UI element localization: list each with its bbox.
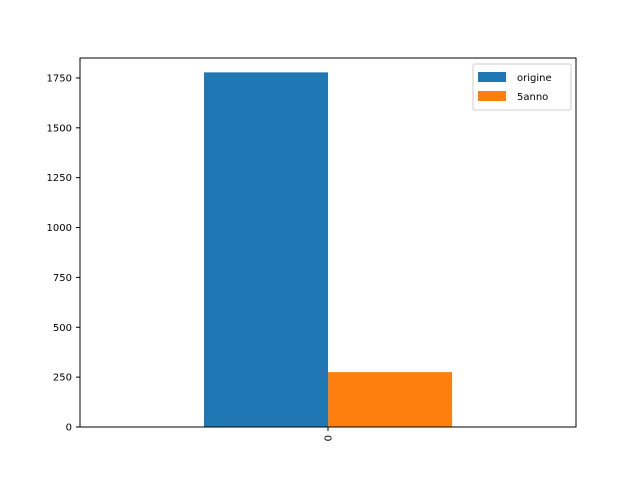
bars — [204, 72, 452, 427]
bar-origine — [204, 72, 328, 427]
y-tick-label: 500 — [53, 323, 72, 334]
legend-swatch — [478, 91, 506, 101]
legend-label: origine — [517, 73, 552, 84]
y-tick-label: 0 — [66, 423, 72, 434]
y-tick-label: 250 — [53, 373, 72, 384]
y-axis: 0 250 500 750 1000 1250 1500 1750 — [47, 73, 80, 434]
y-tick-label: 750 — [53, 273, 72, 284]
x-axis: 0 — [324, 427, 335, 441]
legend: origine 5anno — [472, 63, 572, 111]
x-tick-label: 0 — [324, 435, 335, 441]
legend-label: 5anno — [517, 92, 548, 103]
y-tick-label: 1750 — [47, 73, 72, 84]
legend-box — [472, 63, 572, 111]
y-tick-label: 1500 — [47, 123, 72, 134]
y-tick-label: 1000 — [47, 223, 72, 234]
y-tick-label: 1250 — [47, 173, 72, 184]
legend-swatch — [478, 72, 506, 82]
bar-5anno — [328, 372, 452, 427]
plot-frame — [79, 57, 577, 428]
